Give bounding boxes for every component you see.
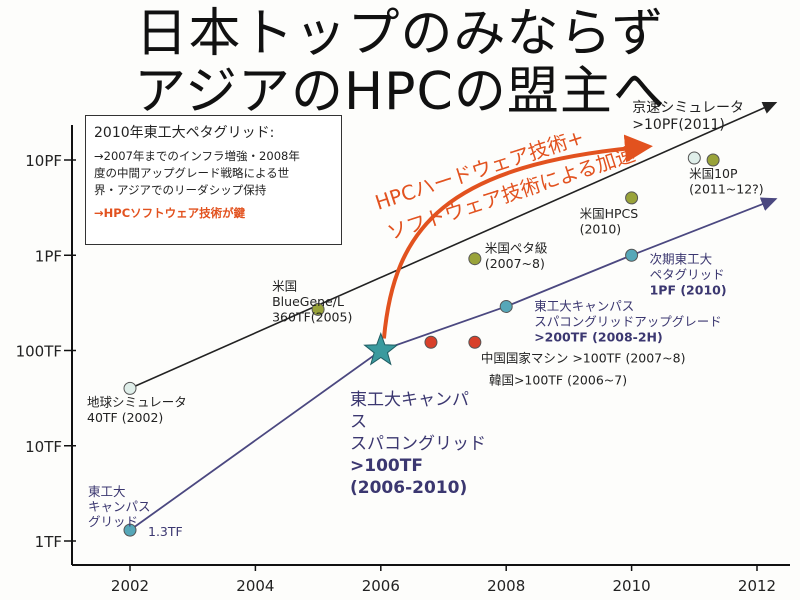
point-label-tt-upgrade: スパコングリッドアップグレード [534,314,722,329]
data-point-us-10p [706,153,720,167]
star-label: スパコングリッド [350,434,486,454]
point-label-bluegene: 米国 [272,278,297,293]
info-box-title: 2010年東工大ペタグリッド: [94,125,275,141]
data-point-tt-upgrade [499,299,513,313]
point-label-tt-upgrade: >200TF (2008-2H) [534,329,663,344]
info-box: 2010年東工大ペタグリッド: →2007年までのインフラ増強・2008年 度の… [85,115,342,245]
acceleration-arrow [381,134,653,339]
point-label-us-peta: 米国ペタ級 [485,241,548,256]
tt-start-label: 東工大 [88,484,126,499]
x-tick-label: 2002 [111,577,149,595]
point-label-tt-peta: ペタグリッド [650,267,725,282]
point-label-kyo-sim: 京速シミュレータ [632,100,744,116]
data-point-tt-peta [625,248,639,262]
point-label-tt-peta: 次期東工大 [650,251,713,266]
data-point-kyo-sim [687,151,701,165]
tt-start-label: キャンパス [88,499,151,514]
data-point-korea [424,335,438,349]
info-box-line: →2007年までのインフラ増強・2008年 [94,149,300,163]
info-box-line: 界・アジアでのリーダシップ保持 [94,183,267,197]
slide-title-line-1: 日本トップのみならず [135,4,665,64]
data-point-china-grid [468,335,482,349]
point-label-china-grid: 中国国家マシン >100TF (2007~8) [481,350,686,365]
x-tick-label: 2004 [236,577,274,595]
data-point-us-hpcs [625,191,639,205]
info-box-line: 度の中間アップグレード戦略による世 [94,166,290,180]
star-tokyo-tech-grid [363,332,399,366]
point-label-tt-1.3: 1.3TF [148,524,183,539]
point-label-bluegene: BlueGene/L [272,294,344,309]
star-label: 東工大キャンパ [350,390,469,410]
info-box-key-point: →HPCソフトウェア技術が鍵 [94,206,246,220]
x-tick-label: 2010 [613,577,651,595]
data-point-tt-1.3 [123,523,137,537]
point-label-us-peta: (2007~8) [485,256,545,271]
point-label-us-hpcs: (2010) [580,221,622,236]
star-label: (2006-2010) [350,478,467,498]
y-tick-label: 10TF [25,438,62,456]
y-tick-label: 1PF [35,247,62,265]
data-point-earth-simulator [123,381,137,395]
star-label: ス [350,412,367,432]
x-tick-label: 2006 [362,577,400,595]
point-label-us-10p: 米国10P [689,166,738,181]
y-tick-label: 1TF [35,533,62,551]
slide-title-line-2: アジアのHPCの盟主へ [134,62,666,122]
point-label-tt-upgrade: 東工大キャンパス [534,298,634,313]
point-label-kyo-sim: >10PF(2011) [632,117,725,133]
point-label-us-hpcs: 米国HPCS [580,206,639,221]
trend-line-top [129,101,778,390]
data-point-us-peta [468,252,482,266]
x-tick-label: 2012 [738,577,776,595]
point-label-korea: 韓国>100TF (2006~7) [489,372,627,387]
point-label-tt-peta: 1PF (2010) [650,282,727,297]
point-label-earth-simulator: 地球シミュレータ [87,394,187,409]
point-label-earth-simulator: 40TF (2002) [87,410,163,425]
x-tick-label: 2008 [487,577,525,595]
y-tick-label: 10PF [25,152,62,170]
tt-start-label: グリッド [88,514,138,529]
data-point-bluegene [311,302,325,316]
star-label: >100TF [350,456,423,476]
point-label-bluegene: 360TF(2005) [272,309,352,324]
y-tick-label: 100TF [16,343,62,361]
point-label-us-10p: (2011~12?) [689,182,764,197]
